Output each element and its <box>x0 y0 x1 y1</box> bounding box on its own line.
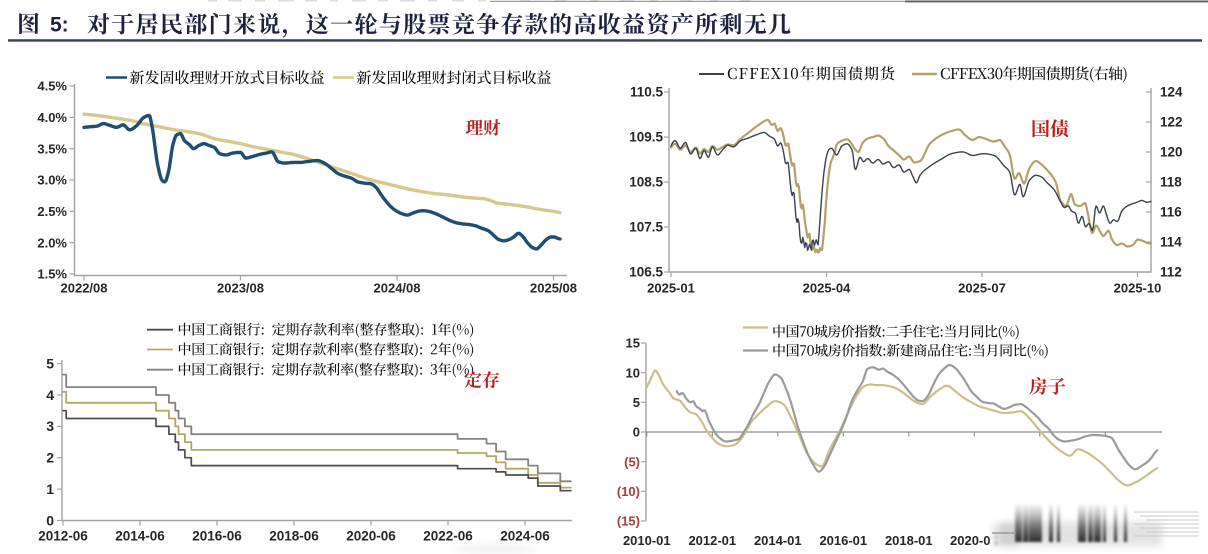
svg-text:0: 0 <box>46 512 54 528</box>
svg-text:3.0%: 3.0% <box>37 173 67 188</box>
svg-text:2.0%: 2.0% <box>37 235 67 250</box>
svg-text:2024-06: 2024-06 <box>500 529 550 544</box>
svg-text:112: 112 <box>1160 265 1182 280</box>
svg-text:2025-07: 2025-07 <box>958 281 1006 296</box>
svg-text:2.5%: 2.5% <box>37 204 67 219</box>
svg-text:2014-06: 2014-06 <box>115 529 165 544</box>
svg-text:5: 5 <box>633 395 640 410</box>
svg-text:106.5: 106.5 <box>629 265 663 280</box>
svg-text:2012-01: 2012-01 <box>688 533 736 548</box>
svg-text:2014-01: 2014-01 <box>754 533 802 548</box>
svg-text:1: 1 <box>46 481 54 497</box>
svg-text:108.5: 108.5 <box>629 175 663 190</box>
svg-text:2016-06: 2016-06 <box>192 529 242 544</box>
svg-text:2020-06: 2020-06 <box>346 529 396 544</box>
svg-text:2025-10: 2025-10 <box>1114 281 1162 296</box>
svg-text:0: 0 <box>633 425 640 440</box>
svg-text:124: 124 <box>1160 85 1183 100</box>
svg-text:3: 3 <box>46 418 54 434</box>
svg-text:2023/08: 2023/08 <box>217 281 264 296</box>
svg-text:109.5: 109.5 <box>629 130 663 145</box>
svg-text:(15): (15) <box>617 514 640 529</box>
svg-text:2010-01: 2010-01 <box>623 533 671 548</box>
svg-text:2018-01: 2018-01 <box>885 533 933 548</box>
svg-text:2: 2 <box>46 450 54 466</box>
svg-text:2025-01: 2025-01 <box>647 281 695 296</box>
svg-text:2022/08: 2022/08 <box>61 281 108 296</box>
svg-text:5: 5 <box>46 355 54 371</box>
svg-text:2024/08: 2024/08 <box>374 281 421 296</box>
svg-text:3.5%: 3.5% <box>37 141 67 156</box>
svg-text:122: 122 <box>1160 115 1183 130</box>
svg-text:2012-06: 2012-06 <box>38 529 88 544</box>
svg-text:118: 118 <box>1160 175 1182 190</box>
svg-text:120: 120 <box>1160 145 1183 160</box>
svg-text:2022-06: 2022-06 <box>423 529 473 544</box>
svg-text:2020-0: 2020-0 <box>950 533 990 548</box>
svg-text:2016-01: 2016-01 <box>819 533 867 548</box>
svg-text:110.5: 110.5 <box>630 85 664 100</box>
svg-text:5:: 5: <box>50 14 69 37</box>
svg-text:2025-04: 2025-04 <box>803 281 851 296</box>
svg-text:4.5%: 4.5% <box>37 79 67 94</box>
svg-text:(5): (5) <box>624 454 640 469</box>
svg-text:2018-06: 2018-06 <box>269 529 319 544</box>
svg-text:15: 15 <box>626 336 640 351</box>
svg-text:2025/08: 2025/08 <box>530 281 577 296</box>
svg-text:(10): (10) <box>617 484 640 499</box>
svg-text:4.0%: 4.0% <box>37 110 67 125</box>
svg-text:114: 114 <box>1160 235 1182 250</box>
svg-text:4: 4 <box>46 387 54 403</box>
svg-text:10: 10 <box>626 365 640 380</box>
svg-text:116: 116 <box>1160 205 1182 220</box>
svg-text:1.5%: 1.5% <box>37 267 67 282</box>
svg-text:107.5: 107.5 <box>629 220 663 235</box>
